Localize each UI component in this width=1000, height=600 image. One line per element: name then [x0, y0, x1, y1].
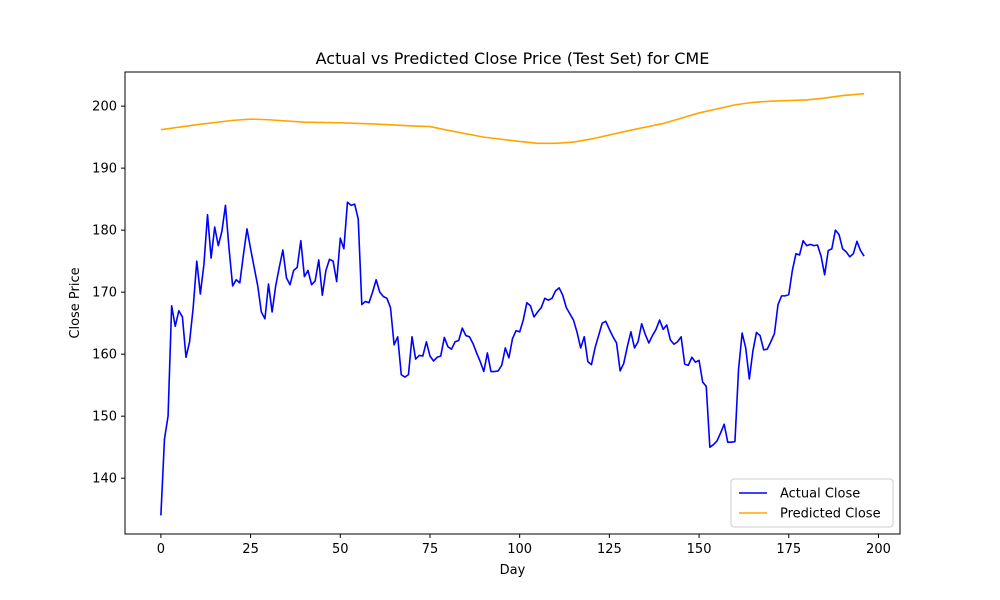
y-tick-label: 170 — [92, 286, 117, 301]
x-axis-label: Day — [500, 563, 526, 578]
x-tick-label: 75 — [422, 542, 439, 557]
x-tick-label: 50 — [332, 542, 349, 557]
series-line-predicted-close — [160, 92, 865, 145]
chart-title: Actual vs Predicted Close Price (Test Se… — [316, 49, 710, 68]
legend: Actual Close Predicted Close — [730, 478, 894, 528]
legend-box — [730, 478, 894, 528]
y-axis-label: Close Price — [68, 267, 83, 338]
y-tick-label: 190 — [92, 162, 117, 177]
y-tick-label: 200 — [92, 100, 117, 115]
series-line-actual-close — [160, 201, 865, 516]
x-axis: 0 25 50 75 100 125 150 175 200 — [157, 534, 891, 557]
x-tick-label: 125 — [597, 542, 622, 557]
series-layer — [160, 92, 865, 516]
x-tick-label: 200 — [866, 542, 891, 557]
x-tick-label: 25 — [242, 542, 259, 557]
legend-label: Actual Close — [780, 487, 860, 502]
y-tick-label: 140 — [92, 472, 117, 487]
plot-frame — [124, 71, 901, 535]
x-tick-label: 100 — [507, 542, 532, 557]
legend-label: Predicted Close — [780, 507, 881, 522]
plot-area — [125, 72, 900, 534]
y-tick-label: 180 — [92, 224, 117, 239]
y-axis: 140 150 160 170 180 190 200 — [92, 100, 125, 487]
x-tick-label: 175 — [776, 542, 801, 557]
x-tick-label: 150 — [687, 542, 712, 557]
y-tick-label: 160 — [92, 348, 117, 363]
x-tick-label: 0 — [157, 542, 165, 557]
y-tick-label: 150 — [92, 410, 117, 425]
